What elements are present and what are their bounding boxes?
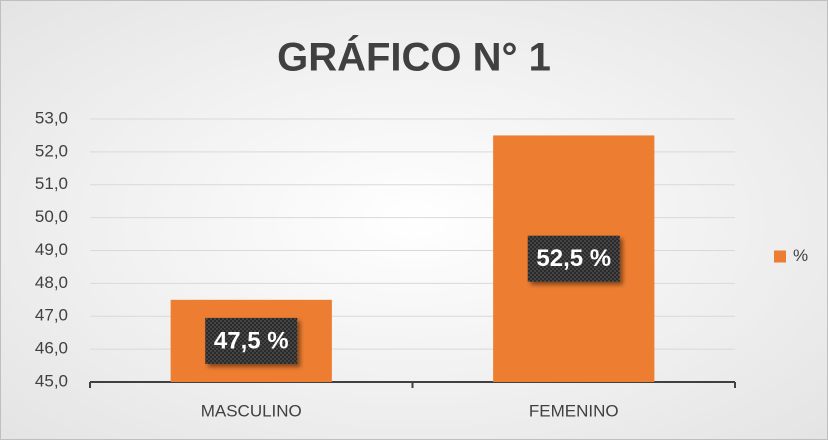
y-tick-label: 45,0 — [35, 371, 68, 390]
x-tick-label: MASCULINO — [201, 401, 302, 420]
x-tick-label: FEMENINO — [529, 401, 619, 420]
y-tick-label: 48,0 — [35, 273, 68, 292]
y-tick-label: 52,0 — [35, 141, 68, 160]
y-tick-label: 46,0 — [35, 339, 68, 358]
legend-swatch — [774, 250, 786, 263]
y-tick-label: 53,0 — [35, 108, 68, 127]
y-tick-label: 47,0 — [35, 306, 68, 325]
legend-label: % — [793, 246, 808, 265]
y-tick-label: 49,0 — [35, 240, 68, 259]
data-label: 47,5 % — [214, 327, 289, 354]
y-tick-label: 50,0 — [35, 207, 68, 226]
data-label-box — [205, 317, 298, 364]
data-label-box — [527, 235, 620, 282]
chart-title: GRÁFICO N° 1 — [277, 35, 551, 80]
y-tick-label: 51,0 — [35, 174, 68, 193]
data-label: 52,5 % — [536, 245, 611, 272]
